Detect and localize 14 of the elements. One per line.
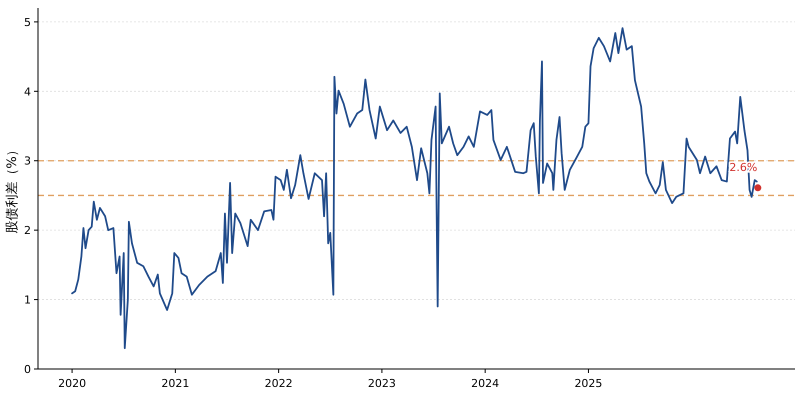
- line-series: [71, 27, 758, 350]
- y-tick-label: 2: [24, 224, 31, 238]
- y-tick-label: 5: [24, 16, 31, 29]
- y-tick-label: 4: [24, 85, 31, 98]
- x-tick-label: 2025: [574, 377, 602, 390]
- y-tick-label: 3: [24, 154, 31, 168]
- y-axis-title: 股债利差（%）: [5, 143, 20, 234]
- x-tick-label: 2020: [58, 377, 86, 390]
- y-tick-label: 0: [24, 363, 31, 376]
- x-tick-label: 2023: [368, 377, 396, 390]
- y-tick-label: 1: [24, 294, 31, 307]
- x-tick-label: 2021: [161, 377, 190, 390]
- x-tick-label: 2024: [471, 377, 500, 390]
- x-tick-label: 2022: [264, 377, 293, 390]
